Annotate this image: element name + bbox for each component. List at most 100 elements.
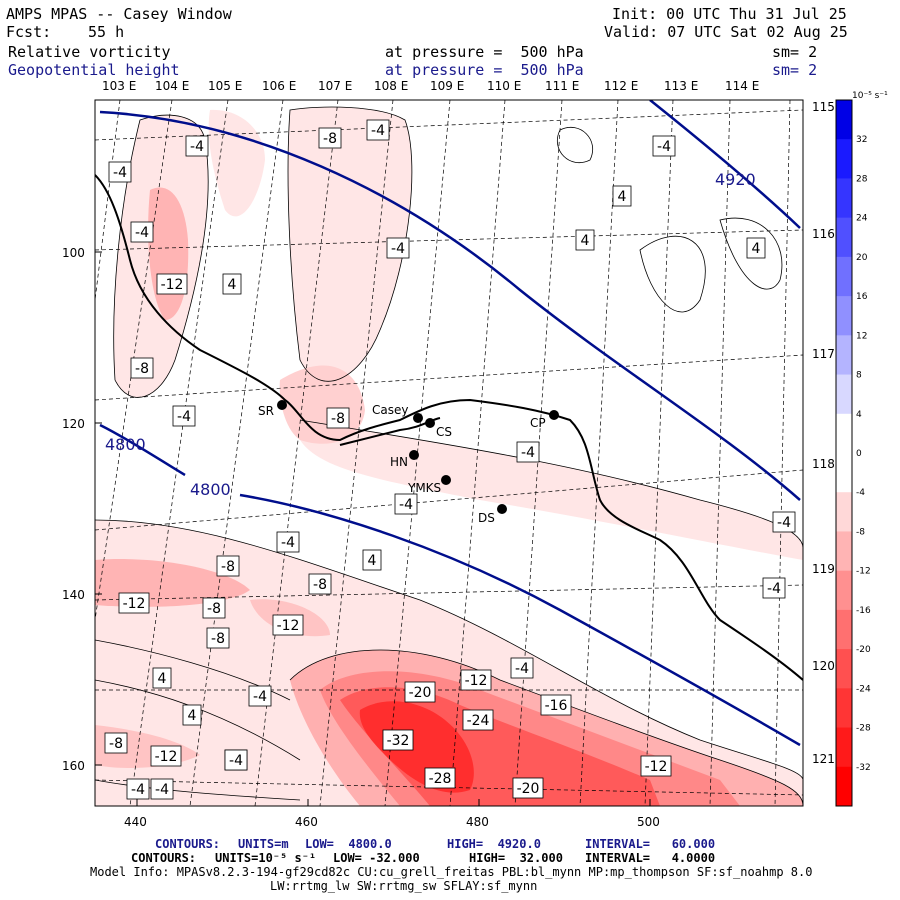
vorticity-contour-label: -20: [512, 777, 544, 799]
bottom-tick-label: 500: [637, 815, 660, 829]
height-label: 4800: [105, 435, 146, 454]
footer-vort-high: HIGH= 32.000: [469, 851, 563, 865]
height-contour-4800-east: [239, 493, 801, 747]
lon-label: 112 E: [604, 79, 638, 93]
station-label: Casey: [372, 403, 408, 417]
vorticity-contour-label: 4: [222, 273, 242, 295]
field2-level: at pressure = 500 hPa: [385, 61, 584, 79]
lon-label: 108 E: [374, 79, 408, 93]
vorticity-contour-label: -4: [172, 405, 196, 427]
footer-height-interval: INTERVAL= 60.000: [585, 837, 716, 851]
vorticity-contour-label: -12: [150, 745, 182, 767]
svg-text:-4: -4: [371, 123, 385, 139]
svg-text:-4: -4: [229, 753, 243, 769]
footer-height-units: UNITS=m: [238, 837, 289, 851]
left-axis: 100 120 140 160: [62, 246, 102, 773]
vorticity-contour-label: -12: [640, 755, 672, 777]
vorticity-contour-label: -4: [224, 749, 248, 771]
svg-text:4: 4: [368, 553, 377, 569]
vorticity-contour-label: 4: [152, 667, 172, 689]
colorbar-swatch: [836, 296, 852, 336]
vorticity-contour-label: 4: [746, 237, 766, 259]
svg-text:-8: -8: [109, 736, 123, 752]
colorbar-label: -24: [856, 684, 871, 694]
vorticity-contour-label: -8: [308, 573, 332, 595]
vorticity-contour-label: -8: [216, 555, 240, 577]
vorticity-contour-label: -12: [118, 592, 150, 614]
svg-text:-24: -24: [467, 713, 490, 729]
svg-text:4: 4: [228, 277, 237, 293]
station-label: YMKS: [407, 481, 441, 495]
height-contour-4800-west: [99, 423, 186, 477]
colorbar: 32 28 24 20 16 12 8 4 0 -4 -8 -12 -16 -20 -24 -28 -32: [835, 99, 871, 807]
svg-text:-4: -4: [253, 689, 267, 705]
vorticity-contour-label: -8: [206, 627, 230, 649]
station-marker-sr: [277, 400, 287, 410]
colorbar-swatch: [836, 413, 852, 454]
colorbar-label: 8: [856, 371, 862, 381]
vorticity-contour-label: -4: [126, 778, 150, 800]
bottom-tick-label: 480: [466, 815, 489, 829]
height-label: 4920: [715, 170, 756, 189]
vorticity-contour-label: 4: [612, 185, 632, 207]
vorticity-contour-label: -16: [540, 694, 572, 716]
svg-text:-4: -4: [281, 535, 295, 551]
bottom-axis: 440 460 480 500: [124, 799, 660, 829]
left-tick-label: 100: [62, 246, 85, 260]
svg-text:-12: -12: [277, 618, 300, 634]
plot-frame: [94, 99, 804, 807]
svg-text:-12: -12: [465, 673, 488, 689]
svg-text:4: 4: [188, 708, 197, 724]
colorbar-label: -8: [856, 527, 865, 537]
svg-text:-4: -4: [131, 782, 145, 798]
vorticity-contour-label: -8: [326, 407, 350, 429]
field2-smoothing: sm= 2: [772, 61, 818, 79]
svg-text:-4: -4: [515, 661, 529, 677]
forecast-label: Fcst:: [6, 23, 52, 41]
vorticity-contour-label: -4: [150, 778, 174, 800]
lon-label: 103 E: [102, 79, 136, 93]
left-tick-label: 140: [62, 588, 85, 602]
colorbar-label: 20: [856, 253, 868, 263]
colorbar-label: -32: [856, 763, 871, 773]
svg-text:4: 4: [618, 189, 627, 205]
svg-text:-20: -20: [409, 685, 432, 701]
svg-text:-8: -8: [323, 131, 337, 147]
svg-text:-8: -8: [135, 361, 149, 377]
init-time: Init: 00 UTC Thu 31 Jul 25: [612, 5, 847, 23]
vorticity-contour-label: -12: [156, 273, 188, 295]
svg-text:-12: -12: [155, 749, 178, 765]
vorticity-contour-label: 4: [182, 704, 202, 726]
station-label: SR: [258, 404, 274, 418]
colorbar-swatch: [836, 335, 852, 376]
colorbar-label: 12: [856, 331, 867, 341]
footer-model-info-2: LW:rrtmg_lw SW:rrtmg_sw SFLAY:sf_mynn: [270, 879, 538, 893]
colorbar-frame: [835, 99, 853, 807]
colorbar-label: -16: [856, 606, 871, 616]
station-marker-hn: [409, 450, 419, 460]
svg-text:-16: -16: [545, 698, 568, 714]
vorticity-contour-label: -4: [516, 441, 540, 463]
station-marker-cs: [425, 418, 435, 428]
svg-text:-28: -28: [429, 771, 452, 787]
vorticity-contour-label: -20: [404, 681, 436, 703]
svg-text:-4: -4: [777, 515, 791, 531]
vorticity-contour-label: -4: [185, 135, 209, 157]
vorticity-contour-label: -12: [460, 669, 492, 691]
vorticity-contour-label: -32: [382, 729, 414, 751]
colorbar-label: 24: [856, 214, 868, 224]
station-label: CS: [436, 425, 452, 439]
vorticity-contour-label: -4: [386, 237, 410, 259]
vorticity-contour-label: -4: [108, 161, 132, 183]
vorticity-contour-label: -4: [510, 657, 534, 679]
vorticity-contour-label: -28: [424, 767, 456, 789]
colorbar-label: 32: [856, 135, 867, 145]
height-contour-4920-west: [99, 110, 801, 501]
station-marker-ds: [497, 504, 507, 514]
svg-text:-8: -8: [331, 411, 345, 427]
plot-title: AMPS MPAS -- Casey Window: [6, 5, 232, 23]
vorticity-contour-label: -4: [772, 511, 796, 533]
colorbar-label: 4: [856, 410, 862, 420]
station-markers: SR Casey CS CP HN YMKS DS: [258, 400, 559, 525]
valid-time: Valid: 07 UTC Sat 02 Aug 25: [604, 23, 848, 41]
